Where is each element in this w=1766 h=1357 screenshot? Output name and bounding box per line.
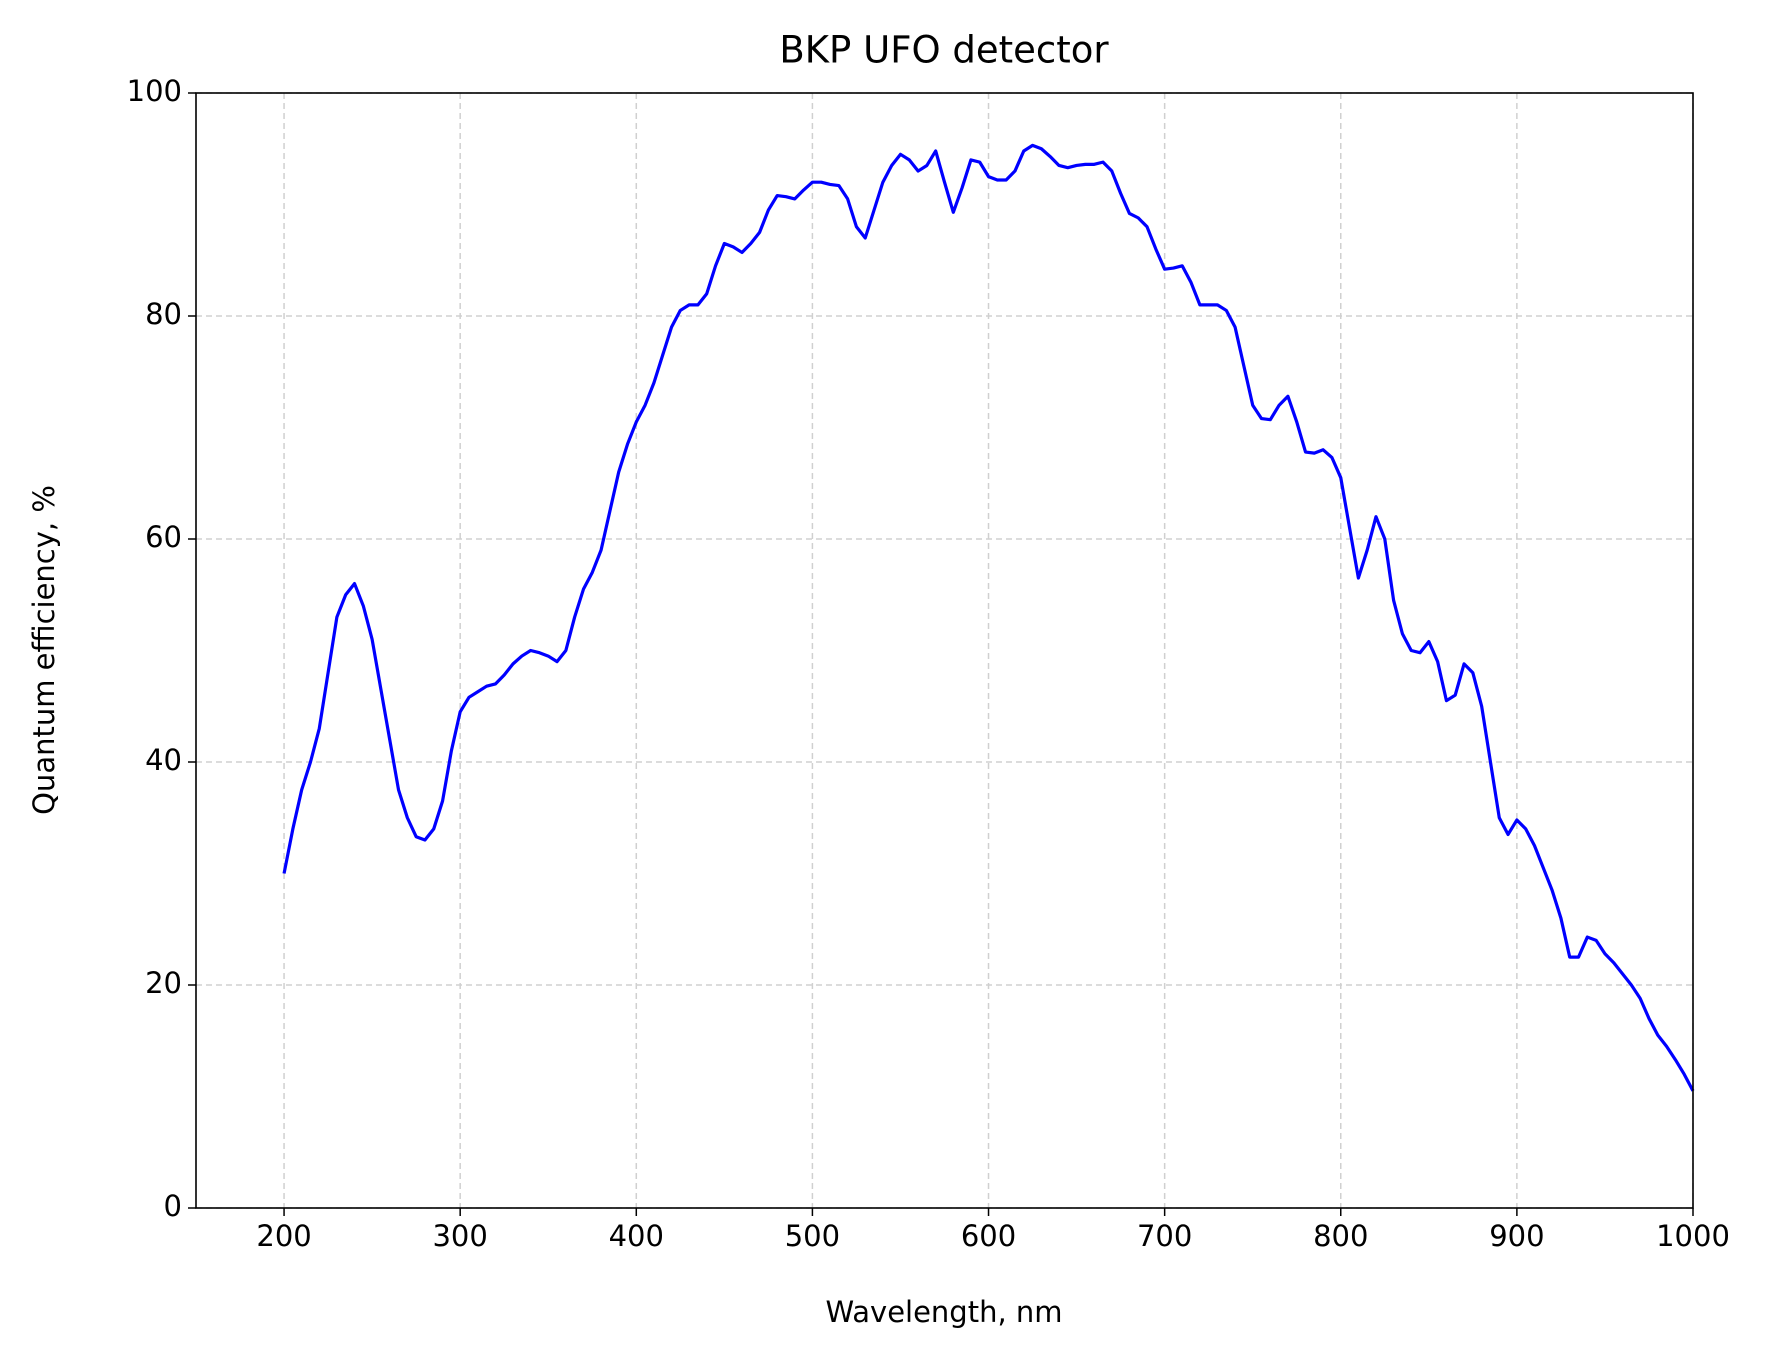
x-tick-label: 900 xyxy=(1489,1219,1544,1253)
x-tick-label: 700 xyxy=(1137,1219,1192,1253)
y-tick-label: 100 xyxy=(127,74,182,108)
x-tick-label: 300 xyxy=(432,1219,487,1253)
x-tick-label: 400 xyxy=(609,1219,664,1253)
chart-title: BKP UFO detector xyxy=(779,29,1109,72)
y-axis-label: Quantum efficiency, % xyxy=(27,485,61,815)
data-line xyxy=(282,143,1695,1092)
x-tick-label: 500 xyxy=(785,1219,840,1253)
y-tick-label: 20 xyxy=(145,966,182,1000)
y-tick-label: 80 xyxy=(145,297,182,331)
x-tick-label: 1000 xyxy=(1656,1219,1730,1253)
x-tick-label: 200 xyxy=(256,1219,311,1253)
y-tick-label: 40 xyxy=(145,743,182,777)
x-tick-label: 800 xyxy=(1313,1219,1368,1253)
y-tick-label: 0 xyxy=(164,1189,182,1223)
x-tick-label: 600 xyxy=(961,1219,1016,1253)
x-axis-label: Wavelength, nm xyxy=(825,1295,1062,1329)
y-tick-label: 60 xyxy=(145,520,182,554)
plot-frame xyxy=(195,92,1694,1209)
